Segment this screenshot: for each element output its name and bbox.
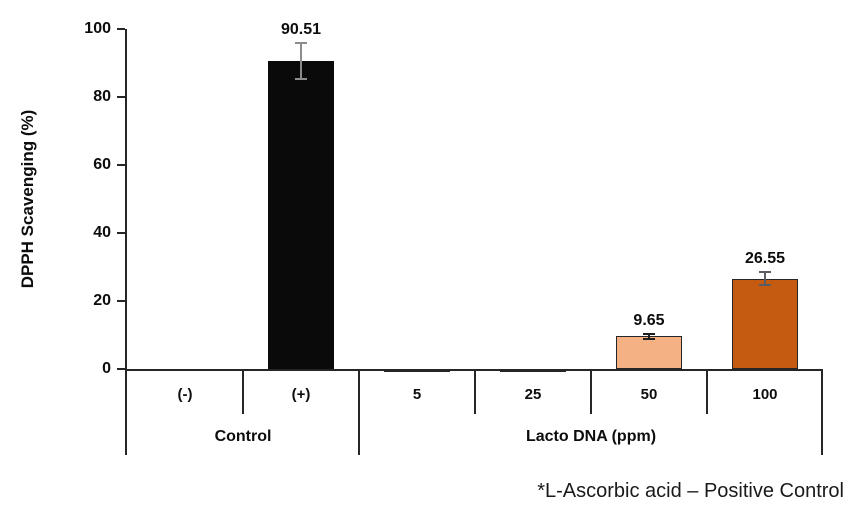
category-label-(+): (+) (291, 386, 311, 403)
bar-50 (616, 336, 682, 369)
category-label-(-): (-) (177, 386, 193, 403)
category-label-25: 25 (524, 386, 542, 403)
bar-100 (732, 278, 798, 369)
y-tick-label: 20 (93, 292, 111, 309)
group-boundary-line (125, 371, 127, 455)
group-boundary-line (821, 371, 823, 455)
error-bar-line (764, 273, 766, 285)
category-label-5: 5 (412, 386, 422, 403)
y-tick-mark (117, 96, 125, 98)
error-bar-cap-bottom (759, 284, 771, 287)
y-tick-mark (117, 232, 125, 234)
group-label: Lacto DNA (ppm) (525, 428, 657, 445)
y-tick-label: 0 (102, 360, 111, 377)
y-tick-mark (117, 368, 125, 370)
y-tick-label: 80 (93, 88, 111, 105)
group-boundary-line (358, 371, 360, 455)
error-bar-cap-top (759, 271, 771, 274)
y-tick-mark (117, 300, 125, 302)
y-tick-label: 40 (93, 224, 111, 241)
y-tick-mark (117, 28, 125, 30)
bar-5 (384, 370, 450, 372)
category-tick (474, 371, 476, 414)
error-bar-cap-top (295, 42, 307, 45)
plot-area: 0 20 40 60 80 100 90.51 9.65 26.55 (84, 20, 823, 377)
bar-(+) (268, 61, 334, 369)
error-bar-line (300, 44, 302, 79)
y-axis-ticks: 0 20 40 60 80 100 (84, 20, 823, 377)
error-bar-cap-bottom (643, 337, 655, 340)
y-tick-label: 60 (93, 156, 111, 173)
error-bar-cap-top (643, 332, 655, 335)
group-label: Control (214, 428, 272, 445)
bar-25 (500, 370, 566, 372)
category-tick (706, 371, 708, 414)
bar-value-label: 26.55 (744, 250, 786, 268)
error-bar-cap-bottom (295, 78, 307, 81)
bar-value-label: 90.51 (280, 21, 322, 39)
category-tick (242, 371, 244, 414)
y-tick-mark (117, 164, 125, 166)
y-tick-label: 100 (84, 20, 111, 37)
category-label-50: 50 (640, 386, 658, 403)
x-axis: (-) (+) Control 5 25 50 100 Lacto DNA (ppm) (125, 371, 823, 455)
bars-layer: 90.51 9.65 26.55 (127, 21, 823, 372)
y-axis-title: DPPH Scavenging (%) (18, 109, 37, 289)
bar-value-label: 9.65 (633, 311, 665, 329)
category-tick (590, 371, 592, 414)
error-bar-line (648, 334, 650, 338)
chart-footnote: *L-Ascorbic acid – Positive Control (537, 480, 844, 502)
category-label-100: 100 (752, 386, 778, 403)
